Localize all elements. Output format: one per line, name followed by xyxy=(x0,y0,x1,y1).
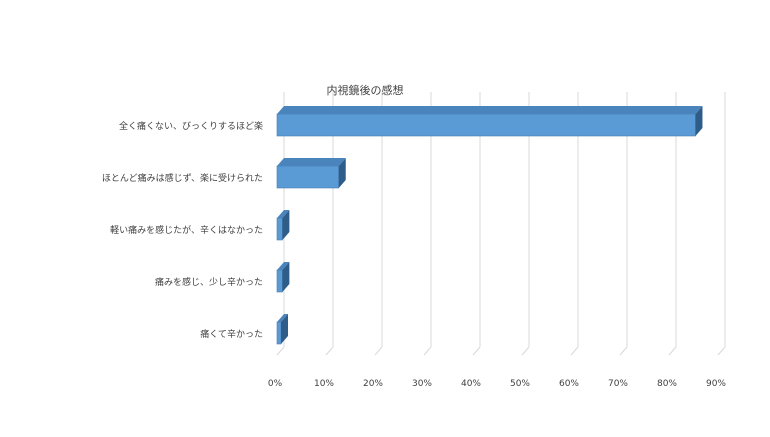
x-tick-labels: 0% 10% 20% 30% 40% 50% 60% 70% 80% 90% xyxy=(268,379,727,389)
category-label: 軽い痛みを感じたが、辛くはなかった xyxy=(110,224,263,236)
x-tick-label: 60% xyxy=(559,379,579,389)
bar-side xyxy=(695,106,703,136)
bar-top xyxy=(277,210,290,218)
category-label: 痛みを感じ、少し辛かった xyxy=(155,276,263,288)
bar xyxy=(276,165,340,189)
chart-title: 内視鏡後の感想 xyxy=(327,83,404,97)
x-tick-label: 0% xyxy=(268,379,283,389)
category-label: ほとんど痛みは感じず、楽に受けられた xyxy=(102,172,263,184)
x-tick-label: 20% xyxy=(363,379,383,389)
bar-top xyxy=(277,158,346,166)
bar xyxy=(276,113,696,137)
bar xyxy=(276,217,283,241)
bar-side xyxy=(282,210,290,240)
bar-top xyxy=(277,314,288,322)
category-label: 痛くて辛かった xyxy=(200,328,263,340)
category-labels: 全く痛くない、びっくりするほど楽ほとんど痛みは感じず、楽に受けられた軽い痛みを感… xyxy=(102,120,263,340)
bar xyxy=(276,269,283,293)
gridline-floor xyxy=(717,346,726,356)
bar-top xyxy=(277,262,290,270)
bar-side xyxy=(282,262,290,292)
x-tick-label: 90% xyxy=(706,379,726,389)
x-tick-label: 10% xyxy=(314,379,334,389)
gridline-floor xyxy=(521,346,530,356)
gridline-floor xyxy=(570,346,579,356)
gridline-floor xyxy=(374,346,383,356)
x-tick-label: 30% xyxy=(412,379,432,389)
gridline-floor xyxy=(668,346,677,356)
bar-top xyxy=(277,106,703,114)
x-tick-label: 40% xyxy=(461,379,481,389)
gridline-floor xyxy=(619,346,628,356)
bar-side xyxy=(338,158,346,188)
bar xyxy=(276,321,282,345)
gridline-floor xyxy=(276,346,285,356)
bar-side xyxy=(281,314,288,344)
bars xyxy=(276,106,703,345)
gridline-floor xyxy=(325,346,334,356)
x-tick-label: 50% xyxy=(510,379,530,389)
gridline-floor xyxy=(423,346,432,356)
category-label: 全く痛くない、びっくりするほど楽 xyxy=(119,120,263,132)
x-tick-label: 80% xyxy=(657,379,677,389)
x-tick-label: 70% xyxy=(608,379,628,389)
gridline-floor xyxy=(472,346,481,356)
